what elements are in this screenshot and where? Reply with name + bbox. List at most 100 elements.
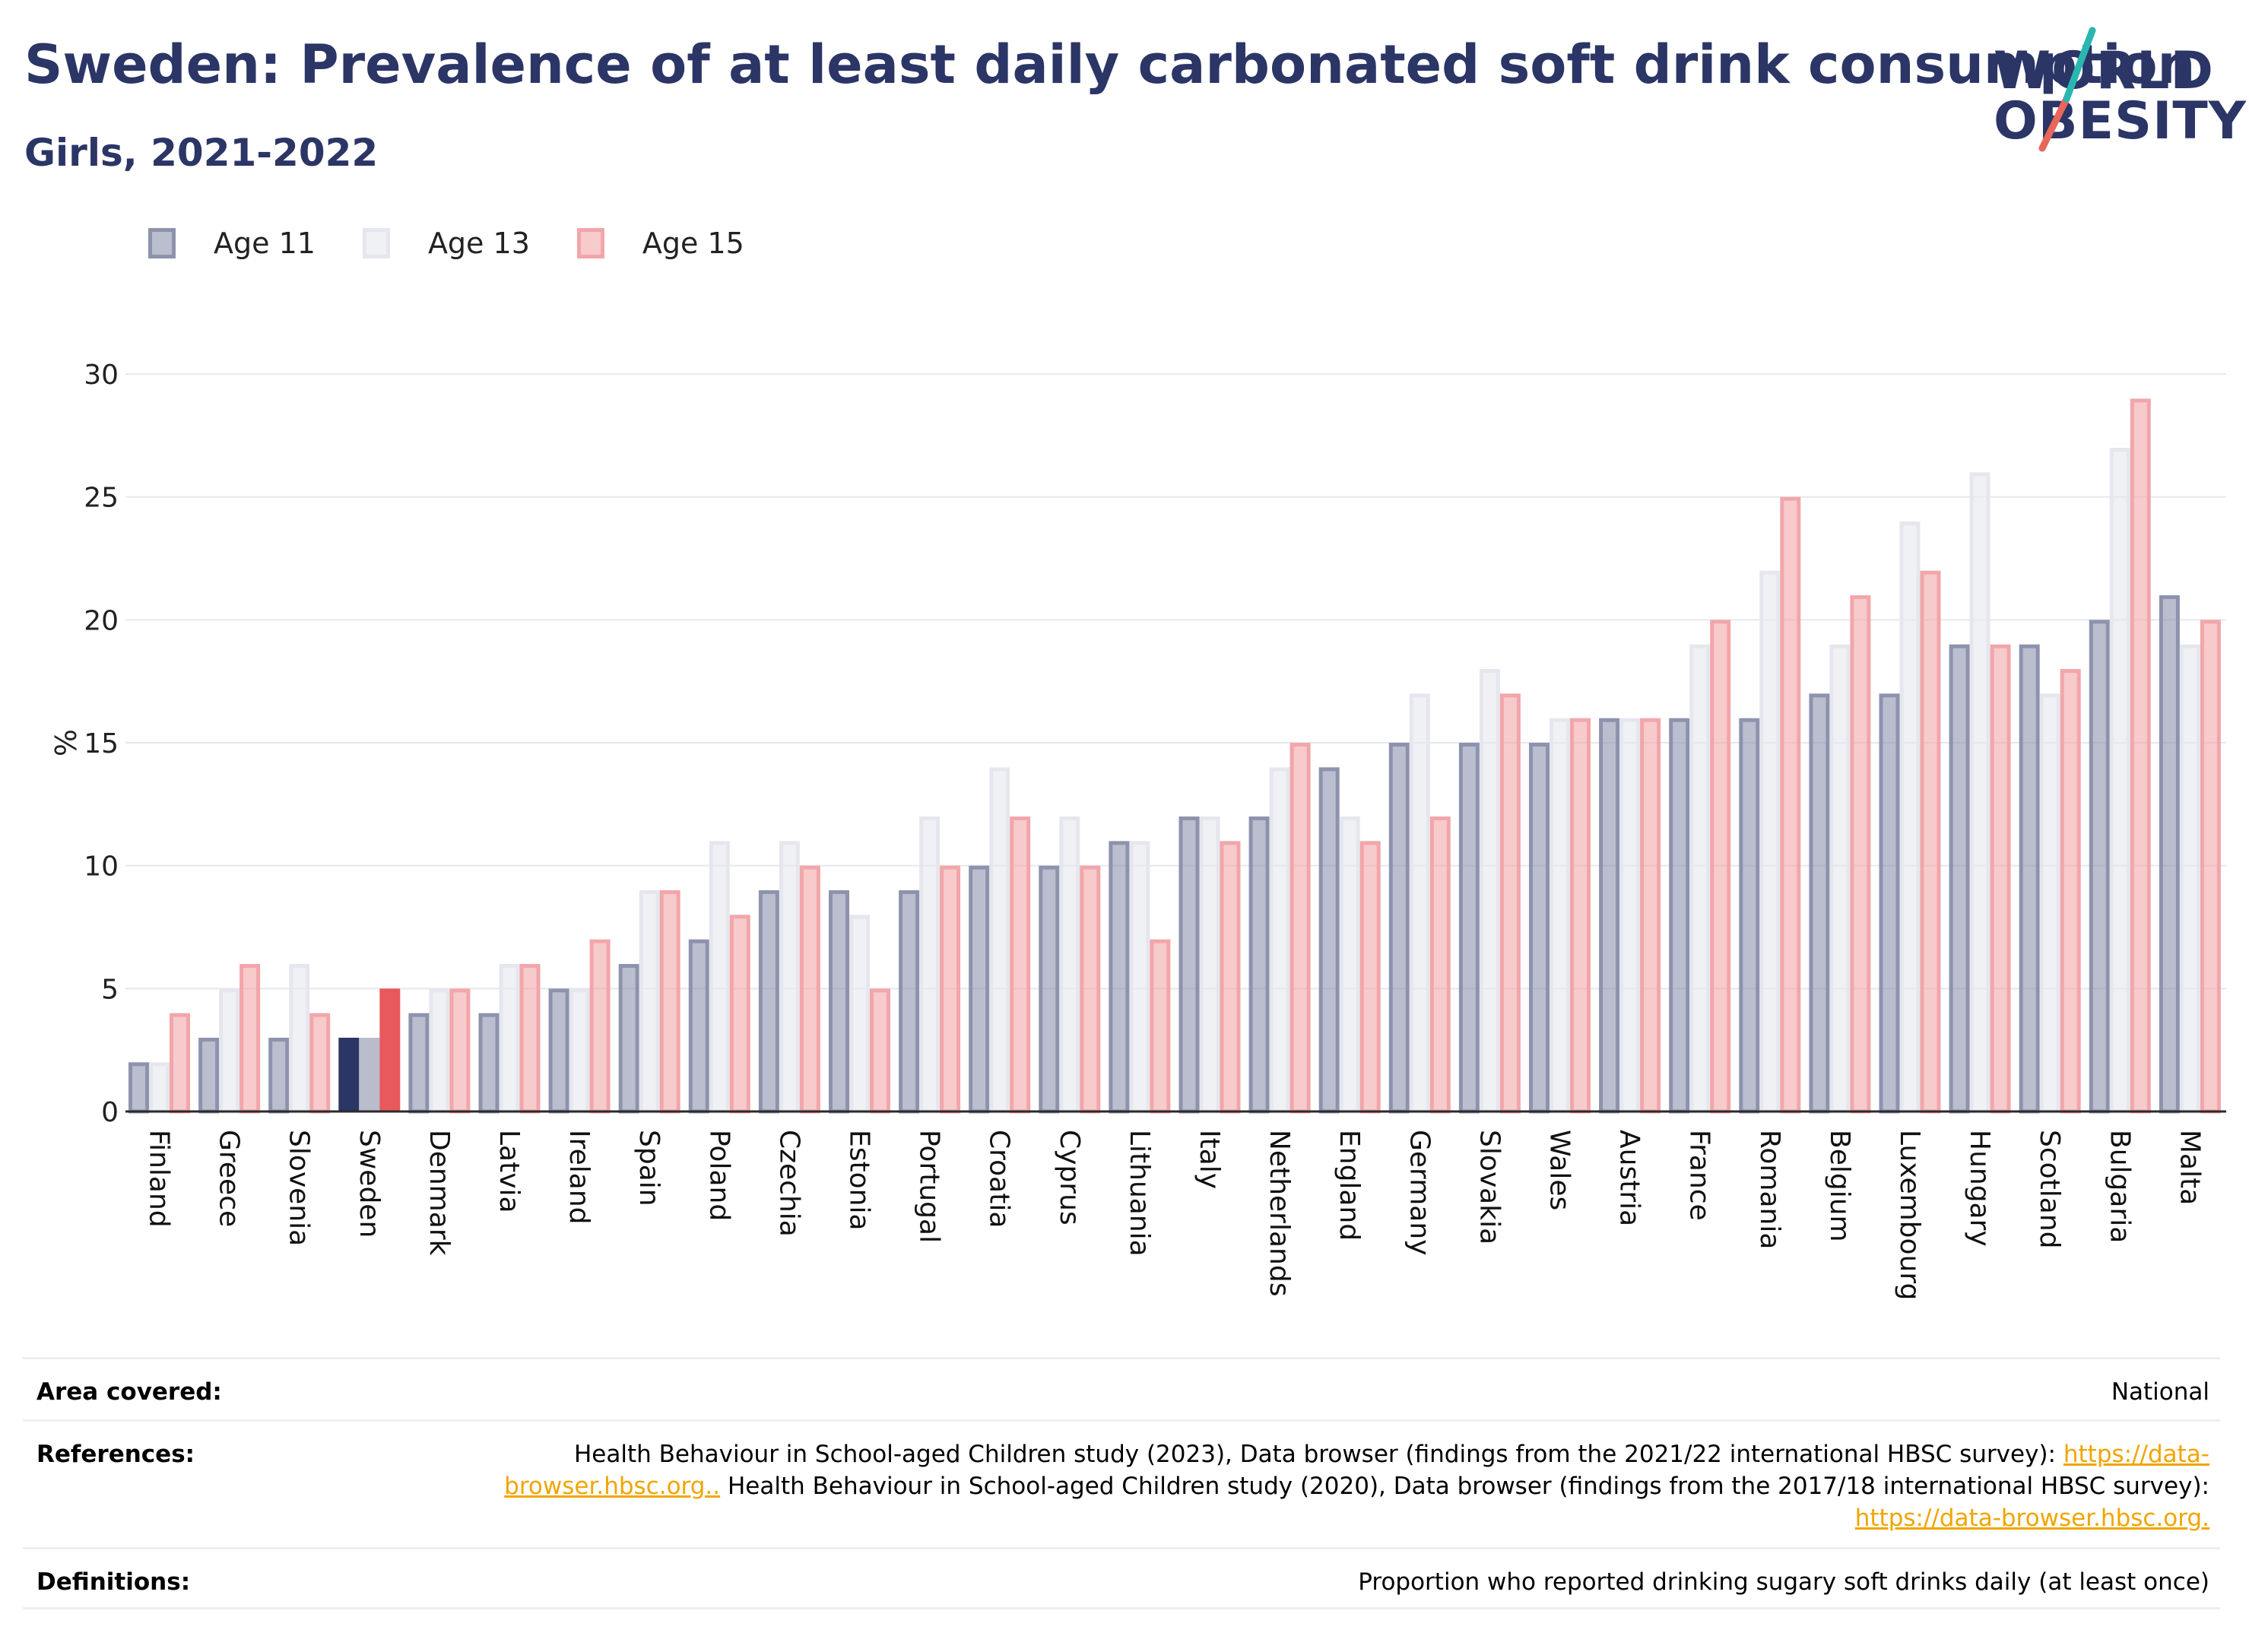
bar-age-11-luxembourg: [1879, 693, 1900, 1114]
logo-line-2: OBESITY: [1994, 91, 2247, 151]
bar-age-15-slovenia: [309, 1013, 331, 1114]
y-tick-label: 15: [84, 728, 119, 759]
chart-title: Sweden: Prevalence of at least daily car…: [24, 33, 2196, 96]
bar-age-15-malta: [2200, 620, 2221, 1114]
bar-age-11-scotland: [2019, 644, 2040, 1114]
bar-age-13-france: [1689, 644, 1711, 1114]
bar-age-11-slovenia: [268, 1038, 290, 1114]
bar-age-13-bulgaria: [2109, 448, 2130, 1114]
bar-age-11-romania: [1739, 718, 1760, 1114]
world-obesity-logo: WORLD OBESITY: [1977, 23, 2246, 167]
bar-age-15-spain: [659, 890, 680, 1114]
bar-age-11-germany: [1388, 743, 1410, 1114]
y-tick-label: 20: [84, 605, 119, 636]
bar-age-11-netherlands: [1248, 816, 1270, 1114]
legend-label-age-15: Age 15: [642, 227, 744, 260]
x-tick-label: Bulgaria: [2104, 1130, 2135, 1243]
bar-age-11-cyprus: [1039, 865, 1060, 1114]
bar-age-15-croatia: [1010, 816, 1031, 1114]
bar-age-15-poland: [729, 915, 750, 1114]
bar-age-11-malta: [2159, 595, 2180, 1114]
bar-age-11-italy: [1178, 816, 1200, 1114]
bar-age-11-france: [1669, 718, 1690, 1114]
bar-age-11-denmark: [408, 1013, 430, 1114]
bar-age-13-romania: [1759, 570, 1781, 1114]
x-tick-label: Hungary: [1964, 1130, 1995, 1247]
references-row: References: Health Behaviour in School-a…: [23, 1419, 2220, 1547]
bar-age-13-czechia: [779, 841, 800, 1114]
x-tick-label: Luxembourg: [1894, 1130, 1925, 1300]
bar-age-13-luxembourg: [1899, 522, 1921, 1114]
y-tick-label: 30: [84, 360, 119, 391]
references-link-1[interactable]: https://data-browser.hbsc.org..: [504, 1441, 2209, 1500]
bar-age-13-ireland: [569, 988, 590, 1114]
bar-age-13-lithuania: [1129, 841, 1150, 1114]
x-tick-label: Belgium: [1824, 1130, 1855, 1242]
info-table: Area covered: National References: Healt…: [23, 1357, 2220, 1609]
bar-age-13-belgium: [1829, 644, 1851, 1114]
bar-age-13-poland: [709, 841, 730, 1114]
x-tick-label: Latvia: [493, 1130, 525, 1213]
bar-age-15-estonia: [870, 988, 890, 1114]
bar-age-11-lithuania: [1109, 841, 1130, 1114]
area-covered-row: Area covered: National: [23, 1357, 2220, 1419]
x-tick-label: Scotland: [2034, 1130, 2065, 1249]
legend-item-age-15[interactable]: Age 15: [576, 227, 744, 260]
bar-age-15-czechia: [799, 865, 820, 1114]
x-tick-label: Poland: [703, 1130, 734, 1221]
bar-age-13-croatia: [989, 767, 1010, 1114]
references-text-2: Health Behaviour in School-aged Children…: [728, 1473, 2209, 1500]
y-tick-label: 10: [84, 851, 119, 883]
legend-swatch-age-15: [576, 228, 604, 258]
bar-age-15-latvia: [519, 964, 541, 1114]
references-value: Health Behaviour in School-aged Children…: [423, 1438, 2209, 1547]
legend-item-age-13[interactable]: Age 13: [362, 227, 530, 260]
legend-swatch-age-11: [148, 228, 176, 258]
bar-age-15-luxembourg: [1920, 570, 1941, 1114]
bar-age-15-ireland: [589, 939, 611, 1114]
bar-age-11-slovakia: [1458, 743, 1480, 1114]
bar-chart: 0 5 10 15 20 25 30% Finland Greece Slovenia Sweden…: [48, 360, 2226, 1300]
bar-age-15-netherlands: [1289, 743, 1311, 1114]
legend-swatch-age-13: [362, 228, 390, 258]
x-tick-label: Spain: [633, 1130, 665, 1206]
bar-age-11-spain: [618, 964, 639, 1114]
x-tick-label: Denmark: [423, 1130, 455, 1256]
bar-age-15-finland: [170, 1013, 190, 1114]
bar-age-15-italy: [1220, 841, 1241, 1114]
x-tick-label: Greece: [214, 1130, 245, 1227]
bar-age-15-germany: [1429, 816, 1451, 1114]
bar-age-15-france: [1710, 620, 1731, 1114]
logo-slash-icon: [2038, 27, 2096, 152]
bar-age-15-romania: [1780, 496, 1801, 1114]
bar-age-13-slovakia: [1479, 669, 1500, 1114]
chart-subtitle: Girls, 2021-2022: [24, 131, 379, 175]
bar-age-13-england: [1339, 816, 1360, 1114]
bar-age-15-wales: [1570, 718, 1591, 1114]
x-tick-label: Wales: [1544, 1130, 1575, 1210]
legend-label-age-13: Age 13: [427, 227, 530, 260]
bar-age-13-scotland: [2039, 693, 2060, 1114]
bar-age-11-poland: [688, 939, 709, 1114]
legend-item-age-11[interactable]: Age 11: [148, 227, 316, 260]
x-tick-label: Estonia: [844, 1130, 875, 1231]
bar-age-13-denmark: [429, 988, 450, 1114]
bar-age-11-wales: [1529, 743, 1550, 1114]
bar-age-13-malta: [2179, 644, 2200, 1114]
bar-age-13-estonia: [849, 915, 870, 1114]
references-text-1: Health Behaviour in School-aged Children…: [574, 1441, 2056, 1468]
x-tick-label: Romania: [1754, 1130, 1785, 1249]
x-tick-label: Czechia: [773, 1130, 804, 1237]
x-tick-label: Slovakia: [1473, 1130, 1505, 1245]
chart-legend: Age 11 Age 13 Age 15: [148, 227, 791, 260]
logo-line-1: WORLD: [1994, 41, 2214, 101]
bar-age-13-finland: [149, 1062, 170, 1114]
y-tick-label: 25: [84, 483, 119, 514]
bar-age-11-czechia: [758, 890, 779, 1114]
bar-age-15-lithuania: [1150, 939, 1171, 1114]
references-link-2[interactable]: https://data-browser.hbsc.org.: [1854, 1505, 2209, 1532]
bar-age-11-latvia: [478, 1013, 500, 1114]
x-tick-label: Italy: [1194, 1130, 1225, 1189]
bar-age-15-greece: [239, 964, 261, 1114]
bar-age-13-netherlands: [1269, 767, 1290, 1114]
